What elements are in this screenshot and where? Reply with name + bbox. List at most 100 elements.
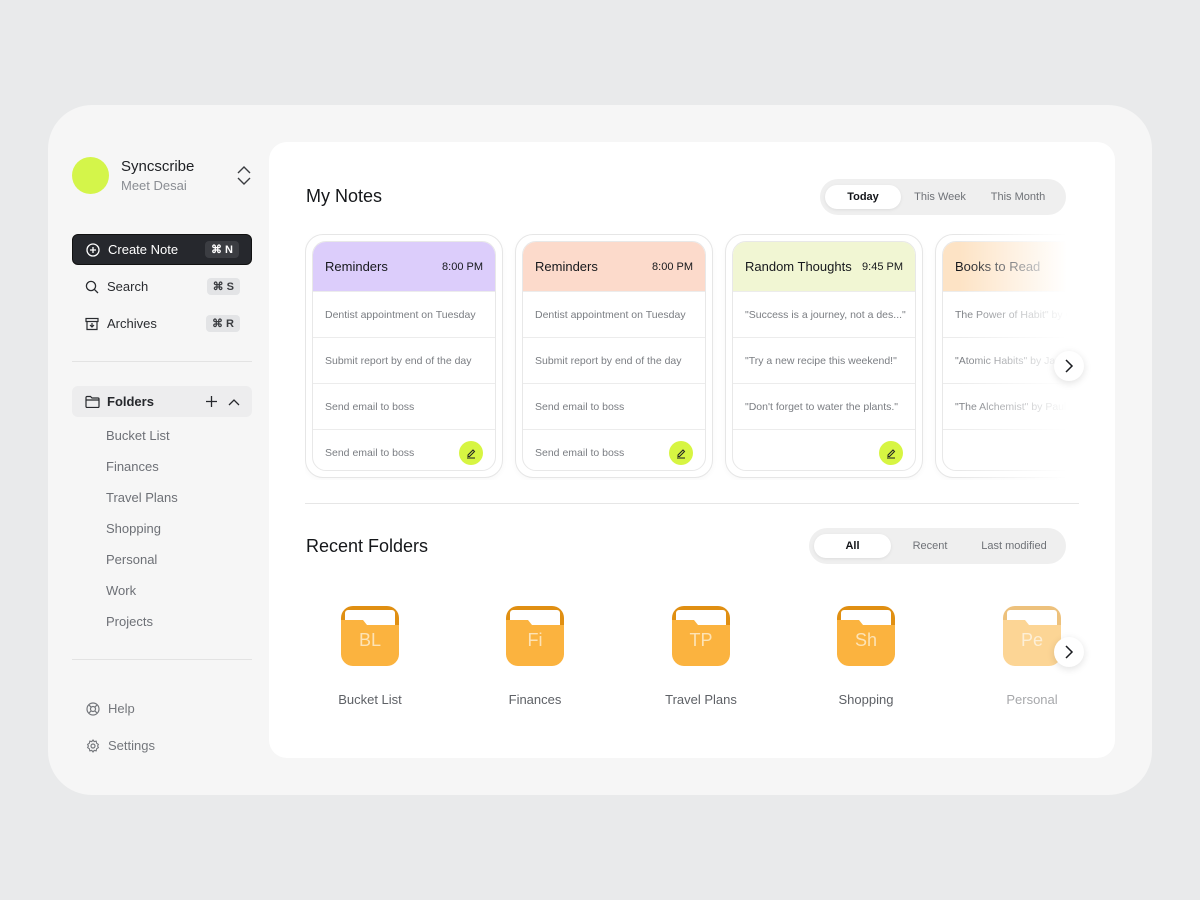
main-panel: My Notes Today This Week This Month Remi… bbox=[269, 142, 1115, 758]
folders-next-button[interactable] bbox=[1054, 637, 1084, 667]
filter-recent[interactable]: Recent bbox=[912, 540, 948, 552]
folder-abbr: BL bbox=[358, 630, 382, 650]
section-divider bbox=[305, 503, 1079, 504]
edit-note-button[interactable] bbox=[879, 440, 903, 465]
folder-icon: BL bbox=[340, 606, 400, 666]
shortcut-badge: ⌘ R bbox=[206, 315, 240, 332]
notes-filter: Today This Week This Month bbox=[820, 179, 1066, 215]
recent-folders-title: Recent Folders bbox=[306, 536, 429, 556]
folder-abbr: Sh bbox=[854, 630, 878, 650]
note-time: 9:45 PM bbox=[862, 260, 903, 273]
filter-this-week[interactable]: This Week bbox=[914, 191, 966, 203]
divider bbox=[72, 361, 252, 362]
chevron-right-icon bbox=[1065, 359, 1074, 373]
note-item: Submit report by end of the day bbox=[313, 337, 495, 383]
pencil-icon bbox=[467, 448, 476, 458]
edit-note-button[interactable] bbox=[669, 440, 693, 465]
folder-item[interactable]: Shopping bbox=[106, 521, 161, 536]
note-card[interactable]: Reminders 8:00 PM Dentist appointment on… bbox=[515, 234, 713, 478]
note-time: 8:00 PM bbox=[652, 260, 693, 273]
notes-next-button[interactable] bbox=[1054, 351, 1084, 381]
note-card[interactable]: Random Thoughts 9:45 PM "Success is a jo… bbox=[725, 234, 923, 478]
folder-name: Travel Plans bbox=[665, 692, 737, 707]
filter-today[interactable]: Today bbox=[825, 185, 901, 209]
shortcut-badge: ⌘ S bbox=[206, 278, 240, 295]
archives-label: Archives bbox=[107, 316, 157, 331]
folder-icon: Sh bbox=[836, 606, 896, 666]
pencil-icon bbox=[677, 448, 686, 458]
note-card-header: Random Thoughts 9:45 PM bbox=[733, 242, 915, 291]
user-name: Meet Desai bbox=[121, 177, 187, 193]
filter-this-month[interactable]: This Month bbox=[990, 191, 1046, 203]
folders-filter: All Recent Last modified bbox=[809, 528, 1066, 564]
note-item: Send email to boss bbox=[313, 383, 495, 429]
moon-icon bbox=[84, 166, 94, 184]
note-item: Send email to boss bbox=[313, 429, 495, 470]
note-item: Dentist appointment on Tuesday bbox=[313, 291, 495, 337]
archives-button[interactable]: Archives ⌘ R bbox=[72, 308, 252, 339]
gear-icon bbox=[86, 738, 100, 753]
folder-icon bbox=[85, 395, 100, 408]
create-note-button[interactable]: Create Note ⌘ N bbox=[72, 234, 252, 265]
folder-icon: Pe bbox=[1002, 606, 1062, 666]
my-notes-title: My Notes bbox=[306, 186, 383, 206]
app-name: Syncscribe bbox=[121, 157, 195, 175]
note-card[interactable]: Reminders 8:00 PM Dentist appointment on… bbox=[305, 234, 503, 478]
search-button[interactable]: Search ⌘ S bbox=[72, 271, 252, 302]
folders-header[interactable]: Folders bbox=[72, 386, 252, 417]
folder-name: Finances bbox=[508, 692, 562, 707]
note-item: "Don't forget to water the plants." bbox=[733, 383, 915, 429]
filter-all[interactable]: All bbox=[814, 534, 891, 558]
plus-circle-icon bbox=[86, 242, 100, 257]
workspace-switcher[interactable]: Syncscribe Meet Desai bbox=[72, 153, 252, 197]
note-card-header: Reminders 8:00 PM bbox=[523, 242, 705, 291]
note-item bbox=[733, 429, 915, 470]
folder-name: Bucket List bbox=[338, 692, 402, 707]
help-button[interactable]: Help bbox=[72, 690, 252, 727]
folder-item[interactable]: Travel Plans bbox=[106, 490, 178, 505]
note-item: Submit report by end of the day bbox=[523, 337, 705, 383]
folder-item[interactable]: Work bbox=[106, 583, 137, 598]
folder-card[interactable]: Sh Shopping bbox=[801, 602, 931, 707]
folder-icon: TP bbox=[671, 606, 731, 666]
folder-abbr: Pe bbox=[1020, 630, 1044, 650]
sidebar: Syncscribe Meet Desai Create Note ⌘ N Se… bbox=[72, 140, 252, 637]
folders-carousel: BL Bucket List Fi Finances TP Travel Pla… bbox=[305, 602, 1079, 722]
folder-icon: Fi bbox=[505, 606, 565, 666]
edit-note-button[interactable] bbox=[459, 440, 483, 465]
settings-label: Settings bbox=[108, 738, 155, 753]
folders-label: Folders bbox=[107, 394, 154, 409]
folder-item[interactable]: Personal bbox=[106, 552, 158, 567]
notes-carousel: Reminders 8:00 PM Dentist appointment on… bbox=[305, 234, 1079, 480]
filter-last-modified[interactable]: Last modified bbox=[981, 540, 1047, 552]
folder-card[interactable]: BL Bucket List bbox=[305, 602, 435, 707]
note-item: Send email to boss bbox=[523, 383, 705, 429]
folder-item[interactable]: Projects bbox=[106, 614, 153, 629]
chevron-right-icon bbox=[1065, 645, 1074, 659]
chevron-up-down-icon[interactable] bbox=[236, 165, 252, 185]
note-time: 8:00 PM bbox=[442, 260, 483, 273]
folder-abbr: Fi bbox=[527, 630, 543, 650]
shortcut-badge: ⌘ N bbox=[205, 241, 239, 258]
folder-item[interactable]: Finances bbox=[106, 459, 159, 474]
folder-card[interactable]: Pe Personal bbox=[967, 602, 1097, 707]
help-label: Help bbox=[108, 701, 135, 716]
note-title: Reminders bbox=[535, 259, 598, 274]
help-icon bbox=[86, 701, 100, 716]
folder-card[interactable]: Fi Finances bbox=[470, 602, 600, 707]
note-item: "Try a new recipe this weekend!" bbox=[733, 337, 915, 383]
settings-button[interactable]: Settings bbox=[72, 727, 252, 764]
note-title: Reminders bbox=[325, 259, 388, 274]
add-folder-icon[interactable] bbox=[205, 395, 218, 408]
note-card-header: Reminders 8:00 PM bbox=[313, 242, 495, 291]
pencil-icon bbox=[887, 448, 896, 458]
folder-name: Personal bbox=[1006, 692, 1058, 707]
chevron-up-icon[interactable] bbox=[228, 398, 240, 406]
folder-list: Bucket List Finances Travel Plans Shoppi… bbox=[72, 420, 252, 637]
folder-card[interactable]: TP Travel Plans bbox=[636, 602, 766, 707]
search-label: Search bbox=[107, 279, 149, 294]
folder-abbr: TP bbox=[689, 630, 713, 650]
folder-item[interactable]: Bucket List bbox=[106, 428, 170, 443]
create-note-label: Create Note bbox=[108, 242, 179, 257]
note-title: Random Thoughts bbox=[745, 259, 852, 274]
